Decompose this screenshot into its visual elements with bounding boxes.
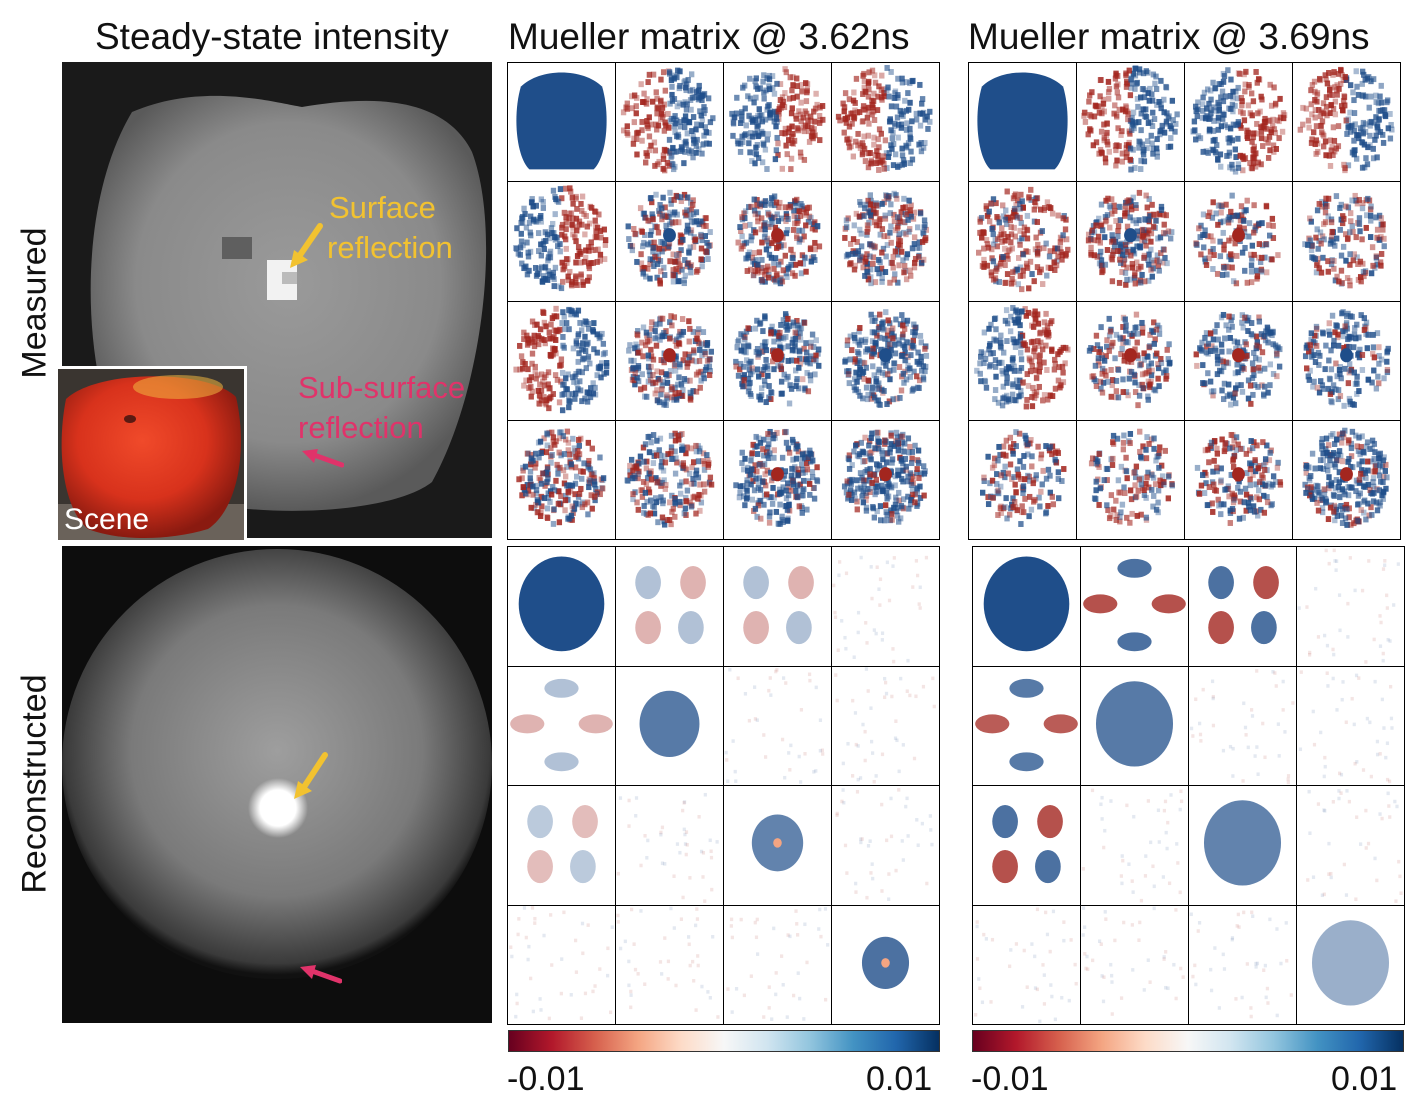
mueller-element xyxy=(616,63,723,182)
scene-label: Scene xyxy=(64,503,150,536)
mueller-element xyxy=(1185,420,1292,539)
mueller-element xyxy=(1189,547,1296,666)
mueller-element xyxy=(973,905,1080,1024)
mueller-element xyxy=(1077,182,1184,301)
mueller-element xyxy=(1293,301,1400,420)
mueller-element xyxy=(1185,182,1292,301)
mueller-element xyxy=(1297,905,1404,1024)
mueller-element xyxy=(508,301,615,420)
mueller-element xyxy=(508,666,615,785)
mueller-element xyxy=(832,547,939,666)
colorbar-max-label: 0.01 xyxy=(866,1060,933,1098)
mueller-element xyxy=(832,905,939,1024)
mueller-element xyxy=(724,786,831,905)
mueller-element xyxy=(1293,420,1400,539)
mueller-element xyxy=(1297,666,1404,785)
mueller-element xyxy=(832,420,939,539)
subsurface-label-line1: Sub-surface xyxy=(298,370,466,405)
mueller-element xyxy=(973,786,1080,905)
colorbar-362 xyxy=(508,1030,940,1052)
mueller-element xyxy=(969,63,1076,182)
mueller-element xyxy=(616,905,723,1024)
colorbar-max-label: 0.01 xyxy=(1331,1060,1398,1098)
mueller-element xyxy=(832,301,939,420)
mueller-element xyxy=(724,301,831,420)
mueller-element xyxy=(973,547,1080,666)
mueller-element xyxy=(1297,547,1404,666)
mueller-element xyxy=(832,63,939,182)
mueller-element xyxy=(832,182,939,301)
mueller-element xyxy=(508,547,615,666)
mueller-element xyxy=(724,547,831,666)
mueller-element xyxy=(508,420,615,539)
colorbar-369 xyxy=(972,1030,1404,1052)
measured-intensity-image: Surface reflection Sub-surface reflectio… xyxy=(62,62,492,538)
mueller-grid-measured-369 xyxy=(968,62,1401,540)
subsurface-reflection-label: Sub-surface reflection xyxy=(298,368,465,449)
mueller-element xyxy=(832,786,939,905)
mueller-element xyxy=(508,63,615,182)
mueller-element xyxy=(969,301,1076,420)
mueller-element xyxy=(1189,666,1296,785)
mueller-element xyxy=(616,666,723,785)
mueller-element xyxy=(969,420,1076,539)
mueller-element xyxy=(969,182,1076,301)
mueller-element xyxy=(616,786,723,905)
scene-inset-photo: Scene xyxy=(55,366,247,543)
mueller-element xyxy=(1189,786,1296,905)
mueller-element xyxy=(724,666,831,785)
mueller-element xyxy=(508,786,615,905)
row-label-reconstructed: Reconstructed xyxy=(16,674,55,894)
mueller-element xyxy=(616,420,723,539)
colorbar-min-label: -0.01 xyxy=(971,1060,1049,1098)
mueller-element xyxy=(1297,786,1404,905)
subsurface-label-line2: reflection xyxy=(298,410,424,446)
surface-arrow-icon xyxy=(294,752,328,799)
mueller-element xyxy=(508,182,615,301)
mueller-element xyxy=(1185,301,1292,420)
subsurface-arrow-icon xyxy=(300,965,342,984)
mueller-element xyxy=(1081,786,1188,905)
row-label-measured: Measured xyxy=(16,226,55,379)
subsurface-arrow-icon xyxy=(302,449,344,468)
mueller-element xyxy=(1293,63,1400,182)
mueller-element xyxy=(1081,666,1188,785)
surface-reflection-label: Surface reflection xyxy=(327,188,453,269)
mueller-element xyxy=(1077,420,1184,539)
column-title-steady-state: Steady-state intensity xyxy=(95,16,449,57)
column-title-mueller-369: Mueller matrix @ 3.69ns xyxy=(968,16,1370,57)
mueller-element xyxy=(616,547,723,666)
mueller-element xyxy=(1185,63,1292,182)
mueller-element xyxy=(1081,905,1188,1024)
surface-label-line2: reflection xyxy=(327,230,453,266)
mueller-element xyxy=(616,301,723,420)
mueller-grid-measured-362 xyxy=(507,62,940,540)
mueller-element xyxy=(724,63,831,182)
mueller-element xyxy=(832,666,939,785)
reconstructed-intensity-image xyxy=(62,546,492,1023)
colorbar-min-label: -0.01 xyxy=(507,1060,585,1098)
mueller-element xyxy=(724,905,831,1024)
column-title-mueller-362: Mueller matrix @ 3.62ns xyxy=(508,16,910,57)
mueller-element xyxy=(724,420,831,539)
mueller-element xyxy=(1077,63,1184,182)
mueller-grid-reconstructed-369 xyxy=(972,546,1405,1025)
mueller-element xyxy=(1189,905,1296,1024)
mueller-element xyxy=(1077,301,1184,420)
mueller-element xyxy=(724,182,831,301)
mueller-element xyxy=(508,905,615,1024)
mueller-grid-reconstructed-362 xyxy=(507,546,940,1025)
mueller-element xyxy=(1081,547,1188,666)
surface-arrow-icon xyxy=(290,223,323,268)
mueller-element xyxy=(1293,182,1400,301)
mueller-element xyxy=(973,666,1080,785)
surface-label-line1: Surface xyxy=(329,190,436,225)
mueller-element xyxy=(616,182,723,301)
